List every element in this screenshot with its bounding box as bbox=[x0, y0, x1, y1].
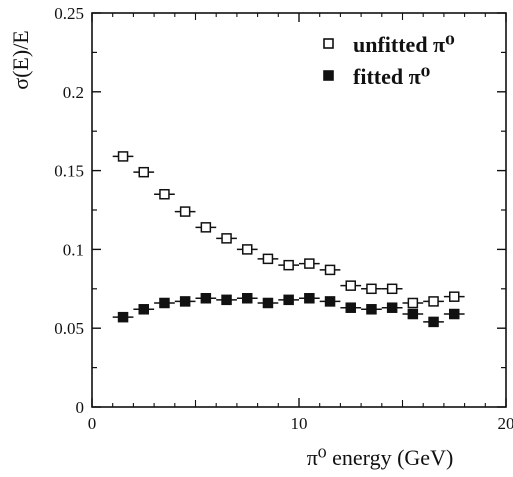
data-point bbox=[179, 296, 191, 307]
y-tick-label: 0.2 bbox=[63, 83, 84, 102]
y-tick-label: 0.1 bbox=[63, 240, 84, 259]
data-point bbox=[283, 259, 294, 271]
x-tick-label: 10 bbox=[291, 414, 308, 433]
data-point bbox=[386, 283, 398, 295]
x-tick-label: 0 bbox=[88, 414, 97, 433]
legend-marker-unfitted bbox=[323, 38, 334, 49]
data-point bbox=[304, 258, 315, 269]
data-point bbox=[159, 297, 170, 309]
data-point bbox=[449, 308, 460, 320]
data-point bbox=[345, 280, 356, 291]
data-point bbox=[221, 294, 232, 306]
legend-label-fitted: fitted π⁰ bbox=[353, 64, 431, 89]
data-point bbox=[262, 253, 274, 265]
y-tick-label: 0.25 bbox=[54, 4, 84, 23]
legend-marker-fitted bbox=[323, 70, 334, 81]
data-point bbox=[159, 188, 170, 200]
data-point bbox=[407, 308, 419, 320]
data-point bbox=[324, 296, 336, 307]
y-axis-title: σ(E)/E bbox=[8, 30, 33, 90]
data-point bbox=[242, 293, 253, 304]
data-point bbox=[179, 206, 191, 217]
axis-ticks bbox=[91, 12, 507, 408]
axis-tick-labels: 0 0.05 0.1 0.15 0.2 0.25 0 10 20 bbox=[54, 4, 513, 433]
y-tick-label: 0.05 bbox=[54, 319, 84, 338]
data-point bbox=[200, 293, 212, 304]
x-tick-label: 20 bbox=[498, 414, 513, 433]
data-point bbox=[428, 316, 439, 328]
data-series bbox=[112, 151, 465, 328]
data-point bbox=[262, 297, 274, 309]
x-axis-title: π⁰ energy (GeV) bbox=[307, 445, 454, 470]
legend: unfitted π⁰ fitted π⁰ bbox=[323, 32, 455, 89]
data-point bbox=[117, 151, 129, 162]
data-point bbox=[345, 302, 356, 313]
data-point bbox=[428, 296, 439, 307]
data-point bbox=[242, 244, 253, 255]
y-tick-label: 0 bbox=[76, 398, 85, 417]
legend-label-unfitted: unfitted π⁰ bbox=[353, 32, 455, 57]
plot-frame bbox=[91, 12, 507, 408]
data-point bbox=[138, 304, 149, 315]
data-point bbox=[386, 302, 398, 313]
data-point bbox=[366, 304, 377, 315]
series-unfitted bbox=[112, 151, 465, 309]
data-point bbox=[407, 297, 419, 309]
y-tick-label: 0.15 bbox=[54, 162, 84, 181]
data-point bbox=[221, 233, 232, 244]
data-point bbox=[138, 166, 149, 178]
data-point bbox=[304, 293, 315, 304]
data-point bbox=[117, 311, 129, 323]
data-point bbox=[283, 294, 294, 306]
data-point bbox=[324, 264, 336, 276]
data-point bbox=[366, 283, 377, 295]
data-point bbox=[200, 222, 212, 233]
data-point bbox=[449, 291, 460, 302]
series-fitted bbox=[112, 293, 465, 328]
